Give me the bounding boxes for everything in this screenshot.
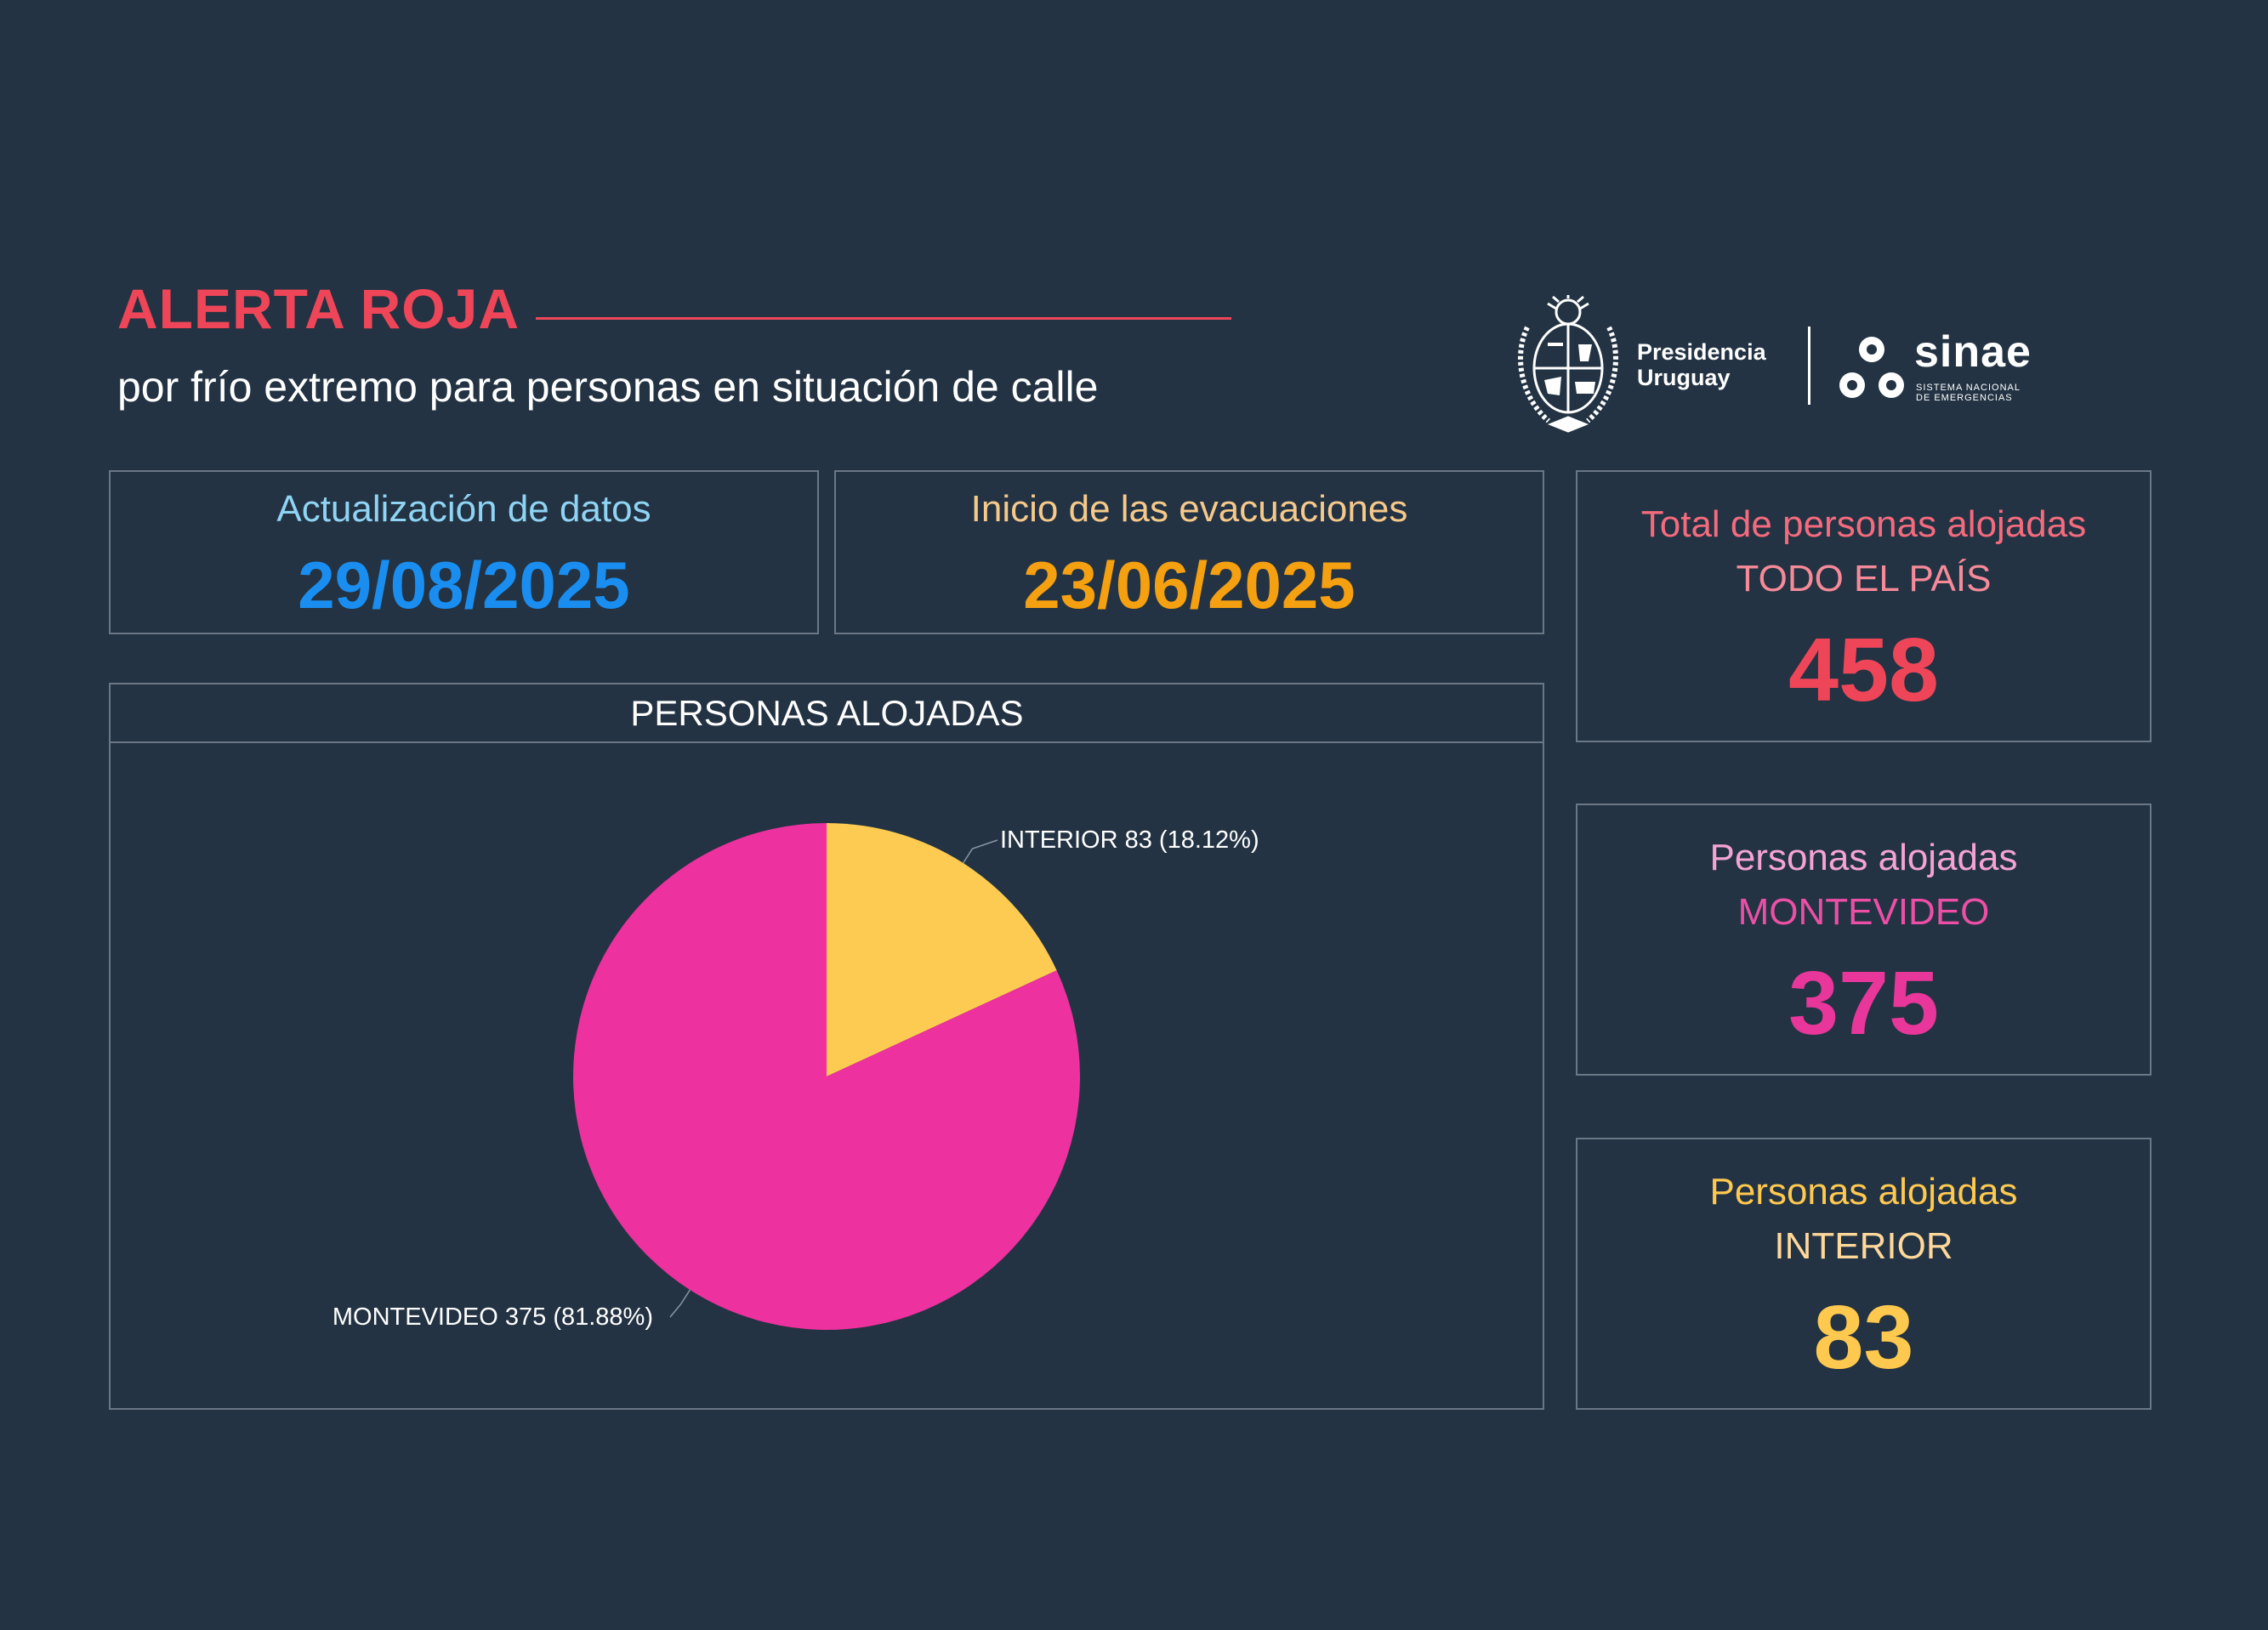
montevideo-stat-card: Personas alojadas MONTEVIDEO 375 [1576, 804, 2151, 1076]
sinae-sub-line-2: DE EMERGENCIAS [1916, 393, 2013, 404]
sinae-logo-text: sinae [1914, 327, 2032, 377]
presidencia-line-1: Presidencia [1637, 339, 1766, 365]
alert-subtitle: por frío extremo para personas en situac… [117, 363, 1099, 411]
montevideo-stat-label: Personas alojadas [1709, 837, 2018, 878]
pie-slice-interior [827, 823, 1057, 1076]
title-rule [536, 317, 1231, 320]
interior-stat-region: INTERIOR [1774, 1225, 1953, 1267]
sinae-logo-icon [1839, 337, 1904, 398]
evacuation-start-value: 23/06/2025 [1023, 548, 1356, 622]
interior-stat-label: Personas alojadas [1709, 1171, 2018, 1213]
presidencia-logo-text: Presidencia Uruguay [1637, 339, 1766, 390]
montevideo-stat-region: MONTEVIDEO [1737, 891, 1990, 933]
pie-slice-montevideo [573, 823, 1080, 1330]
sinae-logo-subtitle: SISTEMA NACIONAL DE EMERGENCIAS [1916, 383, 2021, 403]
total-stat-label: Total de personas alojadas [1640, 503, 2087, 545]
coat-of-arms-icon [1518, 295, 1618, 433]
total-stat-value: 458 [1788, 620, 1939, 720]
presidencia-line-2: Uruguay [1637, 364, 1731, 390]
chart-header-divider [111, 741, 1543, 743]
update-date-card: Actualización de datos 29/08/2025 [109, 470, 819, 634]
logo-divider [1808, 327, 1810, 405]
evacuation-start-card: Inicio de las evacuaciones 23/06/2025 [834, 470, 1544, 634]
chart-panel [109, 683, 1544, 1410]
total-stat-card: Total de personas alojadas TODO EL PAÍS … [1576, 470, 2151, 742]
pie-leader-line [669, 1289, 691, 1318]
interior-stat-value: 83 [1813, 1287, 1914, 1388]
interior-stat-card: Personas alojadas INTERIOR 83 [1576, 1138, 2151, 1410]
update-date-value: 29/08/2025 [298, 548, 630, 622]
pie-chart: INTERIOR 83 (18.12%) MONTEVIDEO 375 (81.8… [333, 823, 1259, 1331]
pie-label-montevideo: MONTEVIDEO 375 (81.88%) [333, 1303, 653, 1331]
update-date-label: Actualización de datos [276, 488, 651, 530]
sinae-sub-line-1: SISTEMA NACIONAL [1916, 383, 2021, 393]
total-stat-region: TODO EL PAÍS [1736, 558, 1992, 599]
pie-label-interior: INTERIOR 83 (18.12%) [1000, 826, 1259, 854]
evacuation-start-label: Inicio de las evacuaciones [970, 488, 1408, 530]
montevideo-stat-value: 375 [1788, 953, 1939, 1054]
pie-leader-line [963, 839, 998, 864]
chart-title: PERSONAS ALOJADAS [630, 693, 1024, 733]
alert-title: ALERTA ROJA [117, 277, 520, 340]
